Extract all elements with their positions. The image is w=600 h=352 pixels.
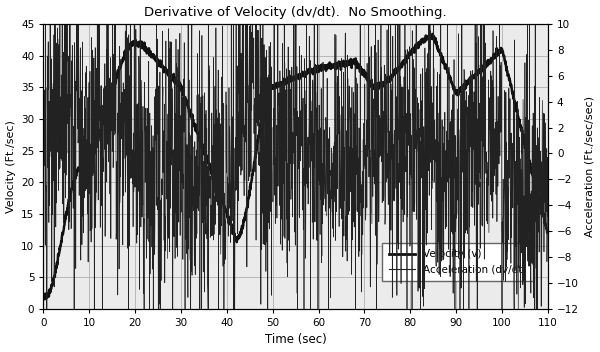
Velocity (v) (429, 32, 436, 36)
Acceleration (dv/dt) (358, 253, 365, 257)
Velocity (v) (511, 100, 518, 104)
Velocity (v) (358, 70, 365, 74)
Title: Derivative of Velocity (dv/dt).  No Smoothing.: Derivative of Velocity (dv/dt). No Smoot… (145, 6, 447, 19)
Line: Acceleration (dv/dt): Acceleration (dv/dt) (43, 24, 548, 309)
Acceleration (dv/dt) (157, 270, 164, 275)
Velocity (v) (41, 297, 48, 301)
Acceleration (dv/dt) (487, 177, 494, 181)
Acceleration (dv/dt) (43, 307, 50, 311)
Velocity (v) (40, 294, 47, 298)
X-axis label: Time (sec): Time (sec) (265, 333, 326, 346)
Velocity (v) (395, 67, 403, 71)
Acceleration (dv/dt) (40, 196, 47, 200)
Acceleration (dv/dt) (42, 22, 49, 26)
Y-axis label: Acceleration (Ft./sec/sec): Acceleration (Ft./sec/sec) (584, 96, 595, 237)
Acceleration (dv/dt) (511, 269, 518, 273)
Acceleration (dv/dt) (544, 239, 551, 243)
Y-axis label: Velocity (Ft./sec): Velocity (Ft./sec) (5, 120, 16, 213)
Velocity (v) (544, 229, 551, 233)
Acceleration (dv/dt) (395, 22, 403, 26)
Velocity (v) (157, 58, 164, 63)
Acceleration (dv/dt) (544, 183, 551, 187)
Velocity (v) (544, 231, 551, 235)
Legend: Velocity (v), Acceleration (dv/dt): Velocity (v), Acceleration (dv/dt) (382, 243, 533, 281)
Velocity (v) (487, 59, 494, 63)
Line: Velocity (v): Velocity (v) (43, 34, 548, 299)
